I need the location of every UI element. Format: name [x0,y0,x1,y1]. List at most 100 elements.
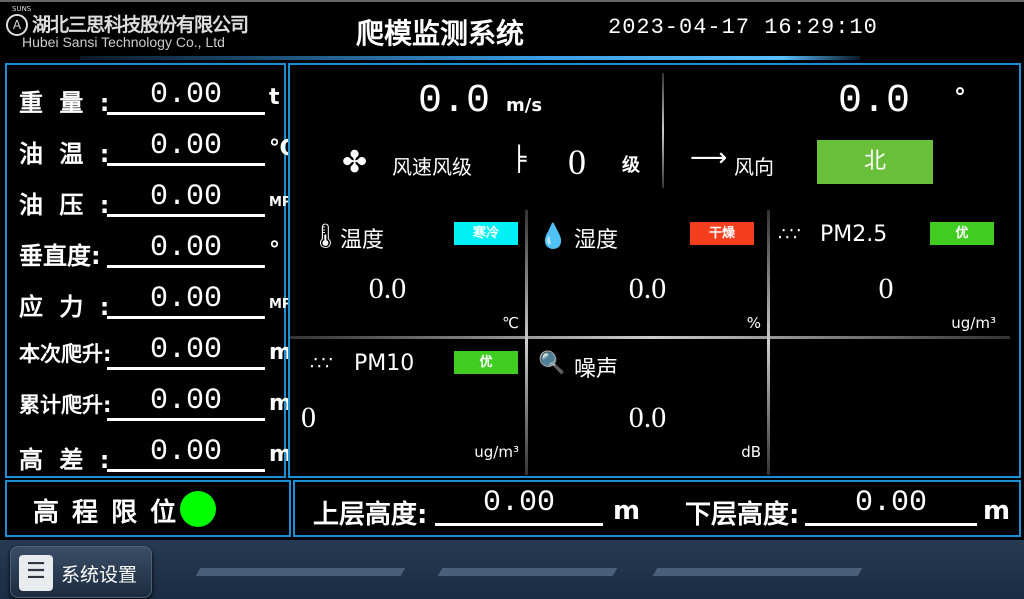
wind-direction-label: 风向 [734,155,774,179]
cell-value: 0.0 [368,272,407,305]
cell-value: 0 [301,401,316,434]
logo-text: SUNS [12,5,32,13]
row-height-diff: 高 差 :0.00 m [19,434,292,474]
cell-value: 0.0 [628,272,667,305]
decor-stripe [652,568,863,576]
wind-direction-value: 0.0 [838,79,911,124]
cell-label: 湿度 [574,228,619,253]
pm25-cell: ∴∵ PM2.5 优 0 ug/m³ [770,210,1010,336]
cell-value: 0 [878,272,894,305]
environment-panel: 0.0 m/s ✤ 风速风级 ╞ 0 级 0.0 ° ⟶ 风向 北 🌡 温度 寒… [288,63,1021,478]
label: 累计爬升: [19,393,112,417]
wind-speed-value: 0.0 [418,79,491,124]
logo-icon: A [6,14,28,36]
cell-value: 0.0 [628,401,667,434]
value: 0.00 [107,128,265,166]
thermometer-icon: 🌡 [310,222,341,250]
cell-unit: ug/m³ [474,443,519,461]
wind-speed-unit: m/s [506,95,543,116]
limit-status-indicator [180,491,216,527]
unit: ° [269,238,280,263]
status-badge: 干燥 [690,222,754,245]
label: 本次爬升: [19,342,112,366]
system-settings-button[interactable]: ☰ 系统设置 [10,546,152,598]
cell-label: PM10 [354,351,415,376]
settings-label: 系统设置 [61,564,138,586]
decor-stripe [195,568,406,576]
pm10-cell: ∴∵ PM10 优 0 ug/m³ [290,339,525,465]
company-name: 湖北三思科技股份有限公司 [32,14,249,36]
wind-direction-unit: ° [954,83,966,111]
wind-level-icon: ╞ [512,145,527,173]
heights-panel: 上层高度: 0.00 m 下层高度: 0.00 m [293,480,1021,537]
row-verticality: 垂直度: 0.00 ° [19,230,289,270]
limit-panel: 高 程 限 位 [5,480,291,537]
grid-line [767,210,770,475]
status-badge: 优 [930,222,994,245]
limit-label: 高 程 限 位 [33,498,179,528]
cell-unit: ℃ [502,314,519,332]
row-total-climb: 累计爬升: 0.00 m [19,383,292,423]
unit: m [269,340,292,365]
upper-height-label: 上层高度: [313,500,428,530]
value: 0.00 [107,281,265,319]
fan-icon: ✤ [342,145,368,180]
cell-label: 噪声 [574,357,619,382]
cell-label: PM2.5 [820,222,888,247]
value: 0.00 [107,332,265,370]
noise-icon: 🔍 [538,351,566,376]
wind-vane-icon: ⟶ [690,143,728,173]
upper-height-value: 0.00 [435,486,603,526]
lower-height-label: 下层高度: [685,500,800,530]
decor-stripe [437,568,618,576]
value: 0.00 [107,77,265,115]
cell-label: 温度 [340,228,385,253]
row-weight: 重 量 :0.00 t [19,77,289,117]
particles-icon: ∴∵ [778,224,801,245]
settings-icon: ☰ [19,555,53,591]
cell-unit: % [746,314,761,332]
lower-height-unit: m [983,496,1011,526]
row-oil-pressure: 油 压 :0.00 MPa [19,179,300,219]
droplet-icon: 💧 [538,222,568,250]
unit: m [269,442,292,467]
value: 0.00 [107,230,265,268]
header: SUNS A 湖北三思科技股份有限公司 Hubei Sansi Technolo… [0,0,1024,60]
page-title: 爬模监测系统 [356,17,525,50]
status-badge: 寒冷 [454,222,518,245]
unit: m [269,391,292,416]
status-badge: 优 [454,351,518,374]
grid-line [290,336,1010,339]
wind-level-unit: 级 [622,155,640,176]
row-oil-temp: 油 温 :0.00 ℃ [19,128,296,168]
row-current-climb: 本次爬升: 0.00 m [19,332,292,372]
humidity-cell: 💧 湿度 干燥 0.0 % [528,210,767,336]
row-stress: 应 力 :0.00 MPa [19,281,300,321]
upper-height-unit: m [613,496,641,526]
particles-icon: ∴∵ [310,353,333,374]
temperature-cell: 🌡 温度 寒冷 0.0 ℃ [290,210,525,336]
noise-cell: 🔍 噪声 0.0 dB [528,339,767,465]
label: 重 量 : [19,89,114,117]
grid-line [525,210,528,475]
value: 0.00 [107,383,265,421]
sensor-panel: 重 量 :0.00 t 油 温 :0.00 ℃ 油 压 :0.00 MPa 垂直度: 0… [5,63,300,478]
company-name-en: Hubei Sansi Technology Co., Ltd [22,34,225,50]
value: 0.00 [107,179,265,217]
value: 0.00 [107,434,265,472]
label: 应 力 : [19,293,114,321]
label: 垂直度: [19,242,101,270]
cell-unit: ug/m³ [951,314,996,332]
cell-unit: dB [741,443,761,461]
label: 高 差 : [19,446,114,474]
label: 油 温 : [19,140,114,168]
header-divider [80,56,860,60]
wind-direction-badge: 北 [817,140,933,184]
wind-speed-label: 风速风级 [392,155,472,179]
divider [662,73,664,188]
wind-level-value: 0 [568,142,586,182]
label: 油 压 : [19,191,114,219]
unit: t [269,85,280,110]
datetime: 2023-04-17 16:29:10 [608,15,878,40]
lower-height-value: 0.00 [805,486,977,526]
